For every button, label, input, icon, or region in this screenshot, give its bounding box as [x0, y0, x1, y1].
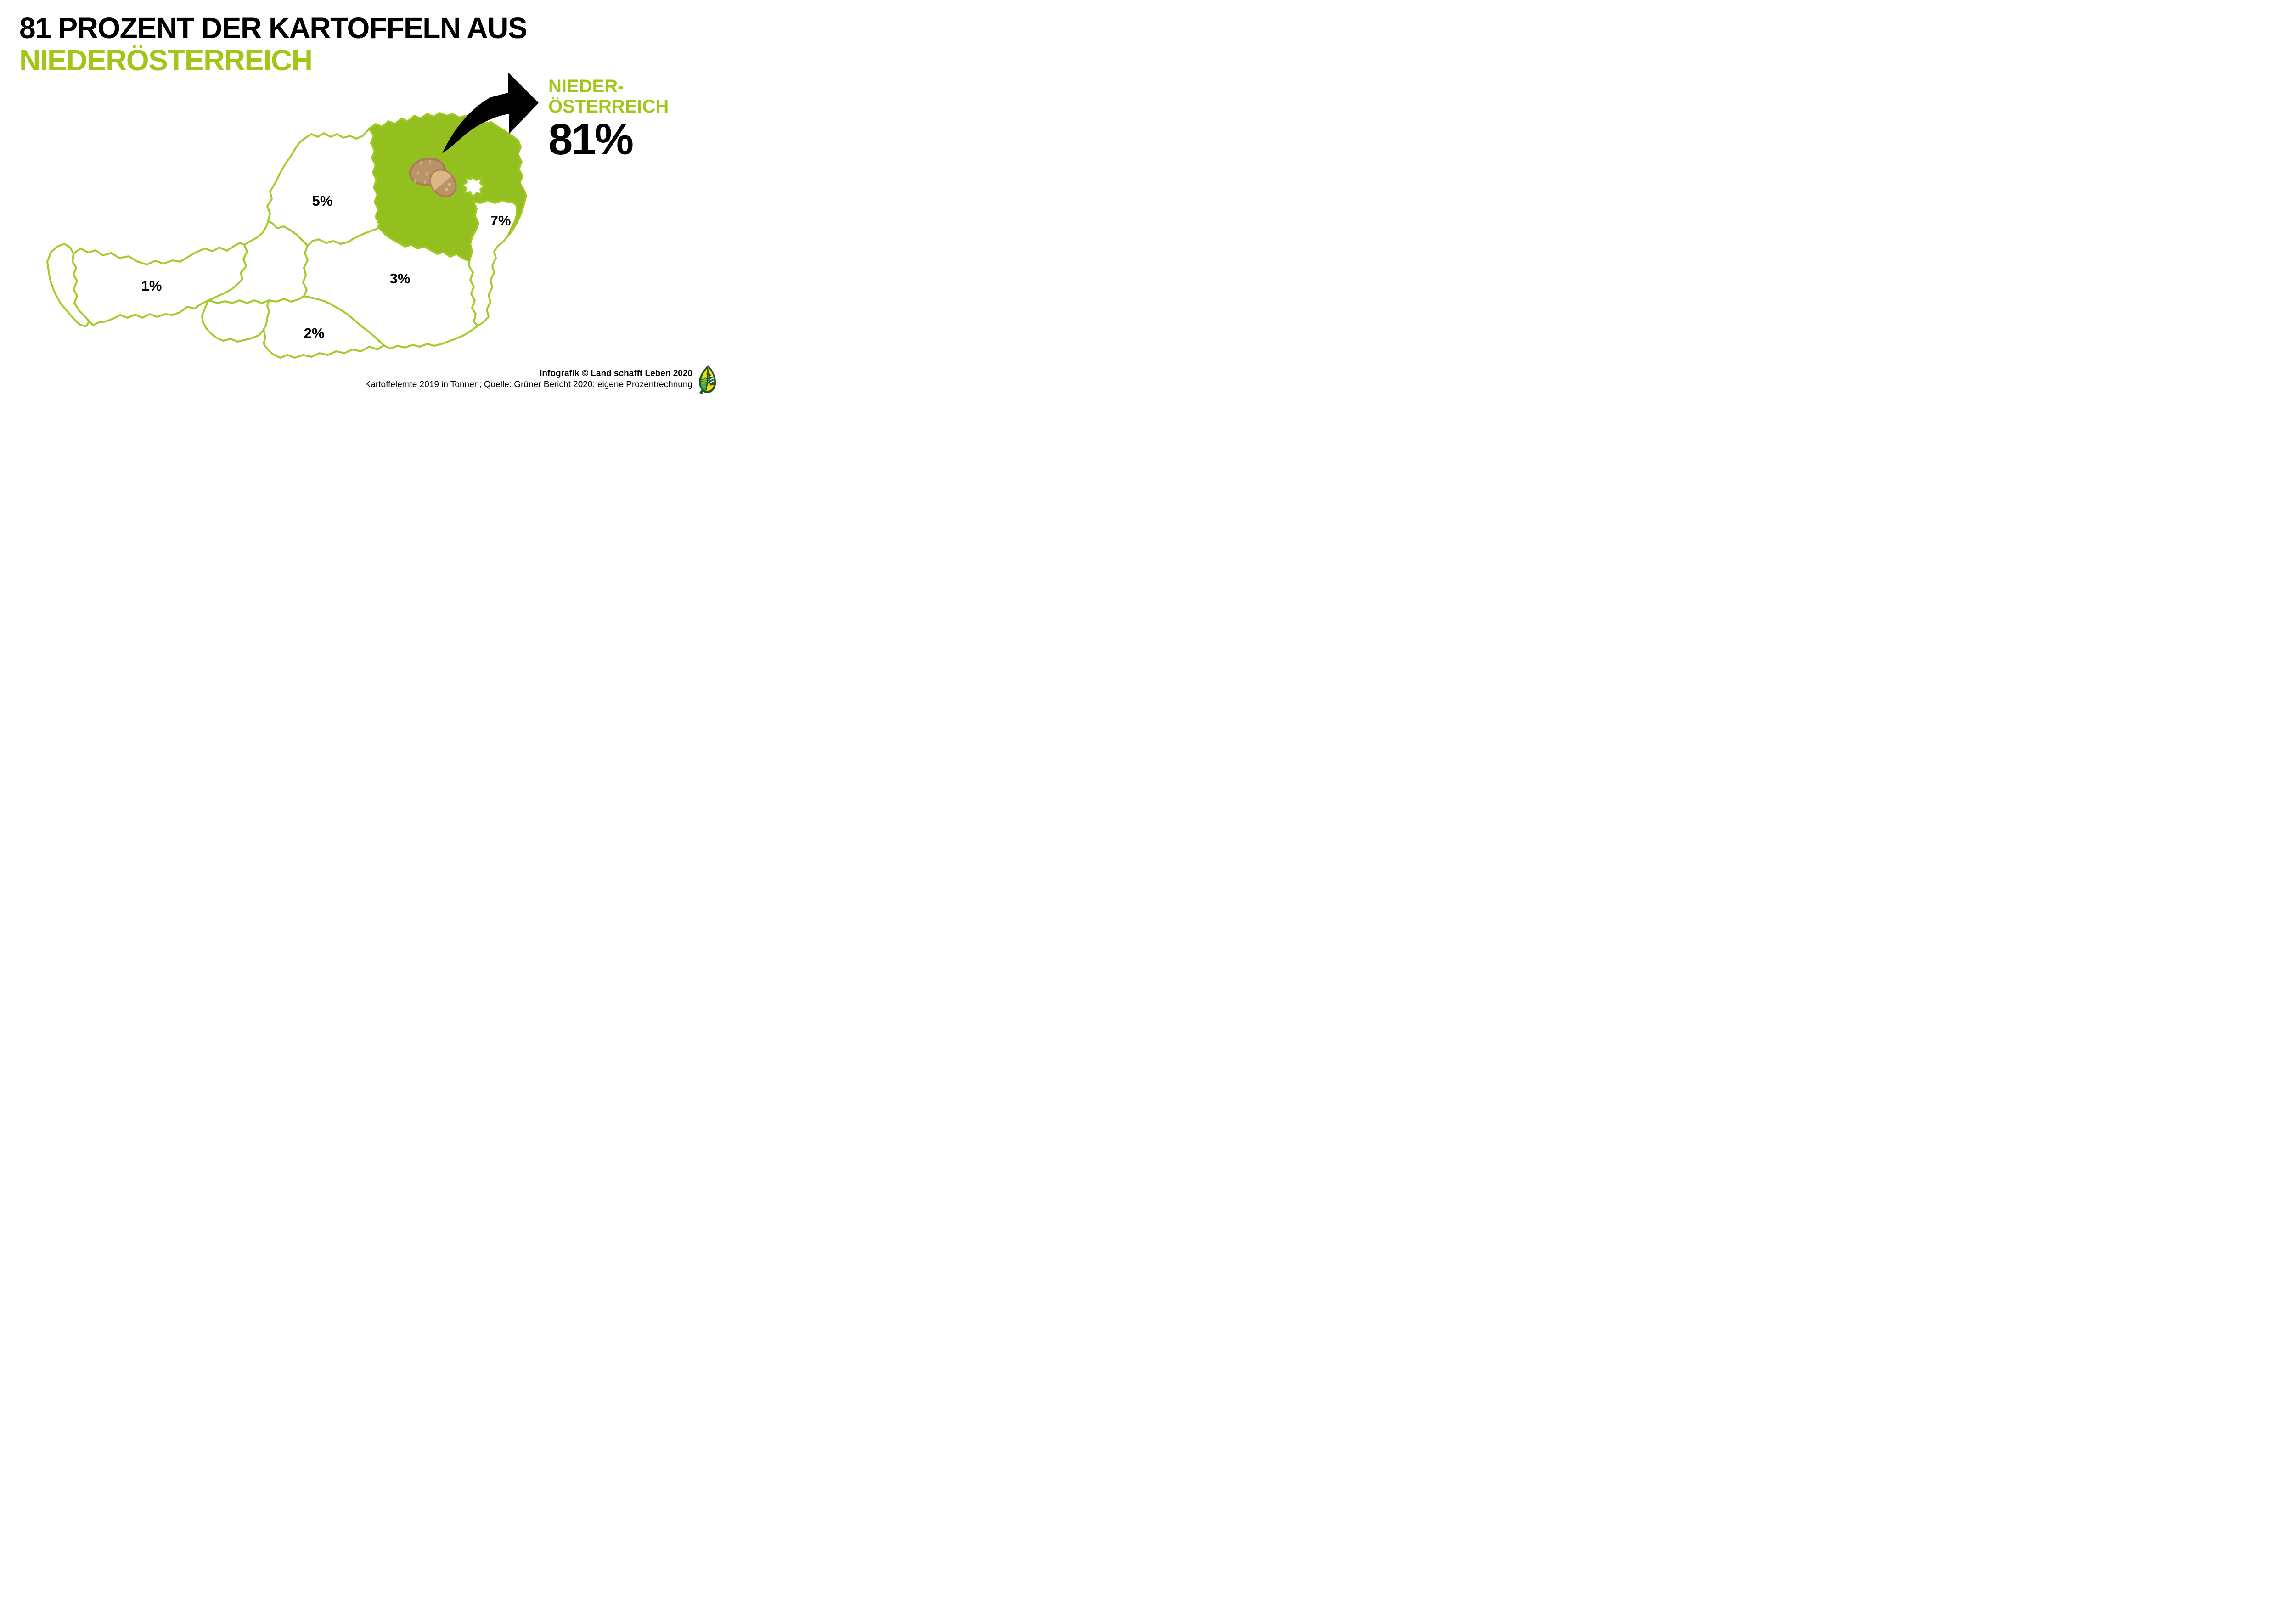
map-regions: 1% 2% 3% 5% 7% [46, 112, 527, 359]
region-osttirol [201, 299, 270, 343]
highlight-callout: NIEDER- ÖSTERREICH 81% [548, 76, 669, 164]
potato-icon [409, 158, 457, 197]
footer-credit: Infografik © Land schafft Leben 2020 [540, 369, 692, 378]
callout-region-line1: NIEDER- [548, 76, 624, 96]
infographic-page: 81 PROZENT DER KARTOFFELN AUS NIEDERÖSTER… [0, 0, 720, 405]
footer: Infografik © Land schafft Leben 2020 Kar… [365, 368, 692, 390]
title-line2: NIEDERÖSTERREICH [19, 44, 313, 77]
austria-map: 1% 2% 3% 5% 7% [46, 72, 539, 359]
curved-arrow-icon [442, 72, 539, 153]
label-kaernten-percent: 2% [304, 325, 325, 341]
callout-region-line2: ÖSTERREICH [548, 96, 669, 117]
page-title: 81 PROZENT DER KARTOFFELN AUS NIEDERÖSTER… [19, 11, 528, 77]
callout-value: 81% [548, 115, 634, 164]
label-tirol-percent: 1% [141, 278, 162, 294]
label-oberoesterreich-percent: 5% [312, 193, 333, 209]
label-steiermark-percent: 3% [390, 270, 411, 287]
leaf-logo [699, 365, 716, 394]
title-line1: 81 PROZENT DER KARTOFFELN AUS [19, 11, 528, 45]
footer-source: Kartoffelernte 2019 in Tonnen; Quelle: G… [365, 380, 692, 389]
label-burgenland-percent: 7% [490, 213, 511, 229]
